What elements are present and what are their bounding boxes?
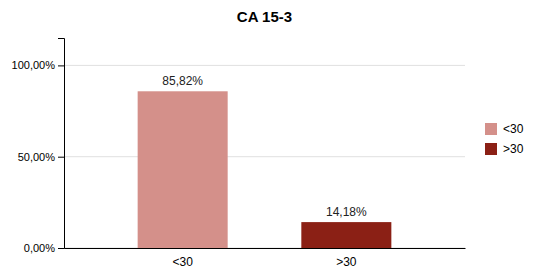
y-tick: 0,00% [24, 242, 64, 254]
legend-item: >30 [485, 142, 524, 156]
legend-label: <30 [503, 122, 524, 136]
grid-line [64, 156, 465, 157]
bars [138, 91, 392, 248]
grid-line [64, 65, 465, 66]
legend: <30>30 [485, 122, 524, 156]
legend-swatch [485, 143, 497, 155]
x-axis-line [65, 248, 466, 249]
x-tick-label: <30 [172, 255, 193, 269]
legend-swatch [485, 123, 497, 135]
x-axis: <30 >30 [65, 249, 466, 269]
data-labels: 85,82% 14,18% [162, 74, 367, 219]
y-tick-label: 0,00% [24, 242, 55, 254]
y-tick: 100,00% [12, 59, 64, 71]
y-axis-line [58, 39, 65, 249]
y-tick: 50,00% [18, 151, 64, 163]
y-axis: 0,00% 50,00% 100,00% [12, 39, 65, 255]
legend-item: <30 [485, 122, 524, 136]
bar [138, 91, 228, 248]
legend-label: >30 [503, 142, 524, 156]
x-tick: >30 [336, 255, 357, 269]
y-tick-mark [58, 65, 64, 66]
data-label: 14,18% [326, 205, 367, 219]
data-label: 85,82% [162, 74, 203, 88]
grid-line [64, 248, 465, 249]
x-tick-label: >30 [336, 255, 357, 269]
chart: 0,00% 50,00% 100,00% <30 >30 85,82% 14,18% CA 1… [0, 0, 555, 276]
title: CA 15-3 [237, 8, 292, 25]
x-tick: <30 [172, 255, 193, 269]
bar [301, 222, 391, 248]
y-tick-label: 100,00% [12, 59, 56, 71]
plot: 0,00% 50,00% 100,00% <30 >30 85,82% 14,18% [12, 39, 466, 269]
y-tick-mark [58, 157, 64, 158]
grid [64, 65, 465, 248]
y-tick-mark [58, 248, 64, 249]
y-tick-label: 50,00% [18, 151, 56, 163]
